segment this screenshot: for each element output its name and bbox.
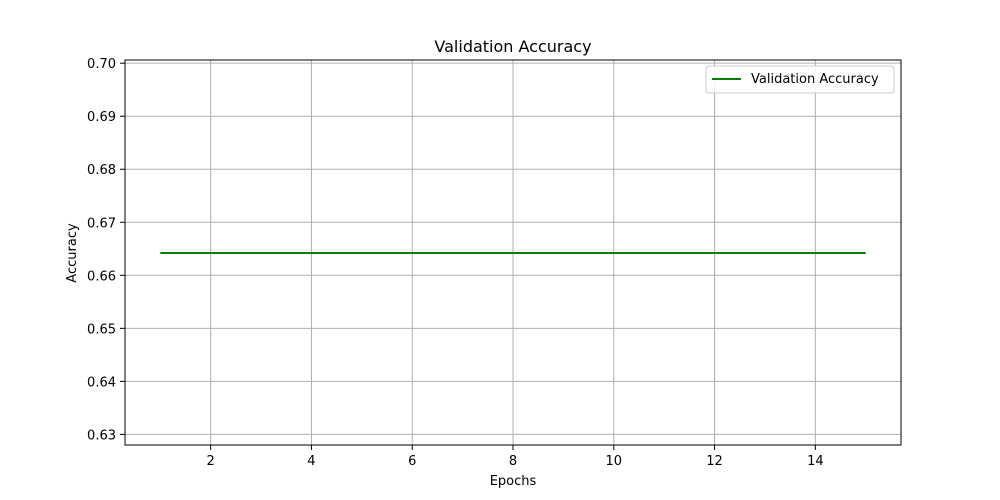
y-tick-label: 0.68	[87, 163, 116, 178]
legend-label: Validation Accuracy	[751, 72, 879, 87]
y-tick-label: 0.69	[87, 110, 116, 125]
y-tick-label: 0.67	[87, 216, 116, 231]
x-tick-label: 10	[606, 454, 623, 469]
x-tick-label: 6	[408, 454, 416, 469]
y-tick-label: 0.70	[87, 57, 116, 72]
legend: Validation Accuracy	[705, 65, 895, 94]
y-tick-label: 0.66	[87, 269, 116, 284]
ticks: 2 4 6 8 10 12 14 0.63 0.64 0.65 0.66 0.67 0.68 0.69 0.…	[87, 57, 824, 469]
x-tick-label: 14	[807, 454, 824, 469]
x-tick-label: 8	[509, 454, 517, 469]
y-axis-label: Accuracy	[65, 223, 80, 283]
legend-box	[705, 65, 895, 94]
y-tick-label: 0.65	[87, 322, 116, 337]
y-tick-label: 0.63	[87, 428, 116, 443]
x-tick-label: 4	[307, 454, 315, 469]
x-axis-label: Epochs	[490, 474, 537, 489]
x-tick-label: 2	[207, 454, 215, 469]
y-tick-label: 0.64	[87, 375, 116, 390]
x-tick-label: 12	[706, 454, 723, 469]
chart-title: Validation Accuracy	[434, 37, 591, 56]
